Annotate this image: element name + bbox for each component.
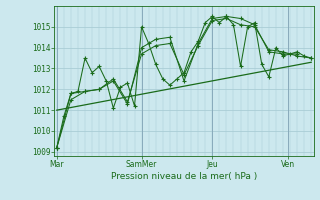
X-axis label: Pression niveau de la mer( hPa ): Pression niveau de la mer( hPa ) <box>111 172 257 181</box>
